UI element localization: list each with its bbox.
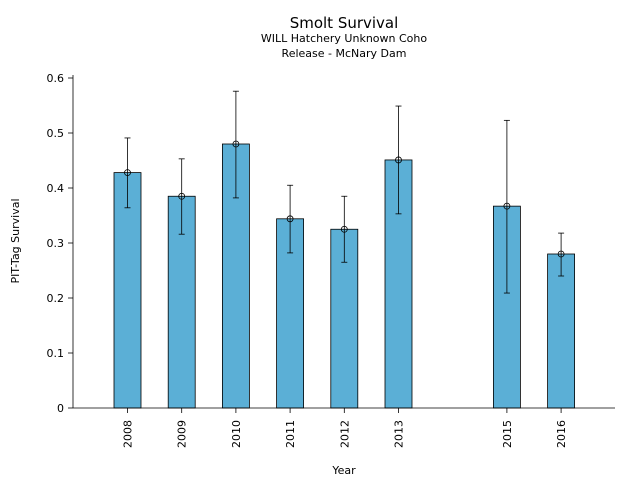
bar-2008	[113, 172, 142, 409]
point-marker-2010	[232, 140, 240, 148]
x-tick-label-2010: 2010	[230, 420, 243, 448]
x-tick-label-2008: 2008	[122, 420, 135, 448]
x-tick-label-2012: 2012	[338, 420, 351, 448]
x-tick-label-2016: 2016	[555, 420, 568, 448]
bar-2016	[547, 253, 575, 409]
point-marker-2008	[124, 169, 131, 177]
y-tick-label: 0.5	[47, 127, 65, 140]
y-tick-label: 0.4	[47, 182, 65, 195]
point-marker-2016	[557, 250, 565, 258]
point-marker-2015	[503, 202, 511, 210]
y-tick-label: 0.1	[47, 347, 65, 360]
chart-subtitle-line-1: WILL Hatchery Unknown Coho	[261, 32, 427, 45]
point-marker-2013	[395, 156, 402, 164]
y-tick-label: 0.3	[47, 237, 65, 250]
x-tick-label-2013: 2013	[393, 420, 406, 448]
x-tick-label-2015: 2015	[501, 420, 514, 448]
point-marker-2009	[178, 192, 186, 200]
y-tick-label: 0	[57, 402, 64, 415]
y-tick-label: 0.6	[47, 72, 65, 85]
y-axis-label: PIT-Tag Survival	[9, 198, 22, 283]
x-tick-label-2011: 2011	[284, 420, 297, 448]
x-axis-label: Year	[331, 464, 356, 477]
point-marker-2012	[340, 225, 348, 233]
chart-subtitle-line-2: Release - McNary Dam	[282, 47, 407, 60]
x-tick-label-2009: 2009	[176, 420, 189, 448]
point-marker-2011	[286, 215, 294, 223]
y-tick-label: 0.2	[47, 292, 65, 305]
plot-area	[113, 90, 575, 409]
chart-title: Smolt Survival	[290, 14, 399, 32]
